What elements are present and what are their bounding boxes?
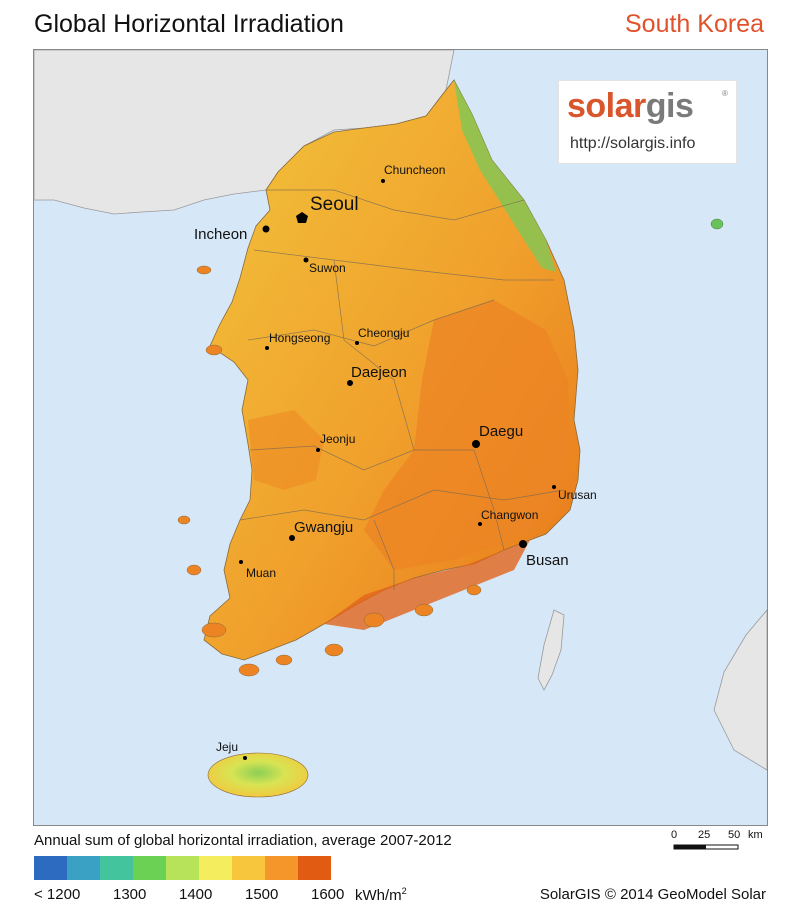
scale-bar: 0 25 50 km: [668, 829, 768, 853]
legend-swatch: [298, 856, 331, 880]
legend-tick-1600: 1600: [311, 886, 345, 903]
muan-marker: [239, 560, 243, 564]
city-label-jeju: Jeju: [216, 740, 239, 754]
city-label-urusan: Urusan: [558, 488, 597, 502]
legend-tick-1300: 1300: [113, 886, 147, 903]
cheongju-marker: [355, 341, 359, 345]
japan-land: [713, 609, 767, 771]
city-label-muan: Muan: [246, 566, 277, 580]
tsushima-island: [537, 609, 565, 691]
chuncheon-marker: [381, 179, 385, 183]
urusan-marker: [552, 485, 556, 489]
legend-unit: kWh/m2: [355, 886, 407, 904]
gwangju-marker: [289, 535, 295, 541]
legend-swatch: [133, 856, 166, 880]
registered-mark: ®: [722, 89, 728, 98]
city-label-daejeon: Daejeon: [351, 364, 407, 381]
jeju-island: [207, 752, 309, 798]
legend-tick-lt1200: < 1200: [34, 886, 81, 903]
city-label-changwon: Changwon: [481, 508, 539, 522]
map-canvas: [34, 50, 767, 798]
scale-label-25: 25: [698, 829, 711, 841]
legend-swatch: [34, 856, 67, 880]
logo-gis-text: gis: [645, 87, 694, 125]
city-label-suwon: Suwon: [309, 261, 346, 275]
city-label-incheon: Incheon: [194, 226, 248, 243]
city-label-daegu: Daegu: [479, 423, 524, 440]
legend-swatch: [100, 856, 133, 880]
city-label-seoul: Seoul: [310, 194, 359, 215]
city-label-gwangju: Gwangju: [294, 519, 354, 536]
country-name: South Korea: [625, 10, 764, 38]
legend-tick-1400: 1400: [179, 886, 213, 903]
province-borders: [239, 189, 565, 590]
south-coast-band: [324, 540, 530, 630]
scale-label-km: km: [748, 829, 763, 841]
legend-unit-exponent: 2: [401, 886, 407, 896]
jeju-marker: [243, 756, 247, 760]
legend-swatch: [265, 856, 298, 880]
jeonju-marker: [316, 448, 320, 452]
legend-caption: Annual sum of global horizontal irradiat…: [34, 832, 452, 849]
taebaek-mountains: [454, 80, 556, 272]
southeast-high-irradiation: [364, 300, 570, 570]
scale-bar-graphic: [673, 844, 739, 850]
scale-label-50: 50: [728, 829, 741, 841]
solargis-logo[interactable]: solargis ® http://solargis.info: [558, 80, 737, 164]
legend-swatch: [199, 856, 232, 880]
suwon-marker: [303, 257, 309, 263]
city-markers: [239, 179, 556, 760]
irradiation-map[interactable]: solargis ® http://solargis.info Seoul In…: [33, 49, 768, 826]
city-label-chuncheon: Chuncheon: [384, 163, 446, 177]
daejeon-marker: [347, 380, 353, 386]
seoul-marker: [296, 212, 308, 223]
city-label-jeonju: Jeonju: [320, 432, 356, 446]
legend-swatch: [166, 856, 199, 880]
legend-color-bar: [34, 856, 331, 880]
city-label-hongseong: Hongseong: [269, 331, 331, 345]
changwon-marker: [478, 522, 482, 526]
hongseong-marker: [265, 346, 269, 350]
legend-swatch: [67, 856, 100, 880]
logo-url[interactable]: http://solargis.info: [570, 135, 696, 152]
daegu-marker: [472, 440, 480, 448]
south-islands: [177, 265, 482, 677]
logo-solar-text: solar: [567, 87, 646, 125]
ulleung-island: [710, 218, 724, 230]
legend-tick-1500: 1500: [245, 886, 279, 903]
credit-text: SolarGIS © 2014 GeoModel Solar: [539, 886, 766, 903]
scale-label-0: 0: [671, 829, 678, 841]
map-title: Global Horizontal Irradiation: [34, 10, 344, 38]
city-label-cheongju: Cheongju: [358, 326, 410, 340]
busan-marker: [519, 540, 527, 548]
legend-unit-base: kWh/m: [355, 887, 402, 904]
city-label-busan: Busan: [526, 552, 569, 569]
legend-swatch: [232, 856, 265, 880]
southwest-high-irradiation: [248, 410, 324, 490]
incheon-marker: [262, 225, 270, 233]
